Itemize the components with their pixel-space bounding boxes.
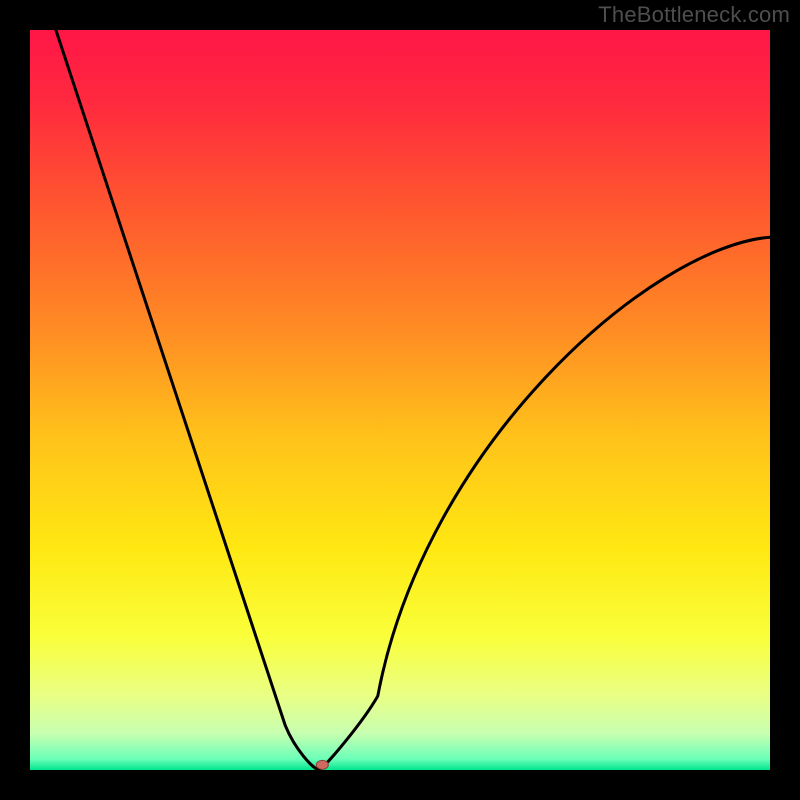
vertex-marker bbox=[316, 760, 328, 769]
watermark-text: TheBottleneck.com bbox=[598, 2, 790, 28]
plot-background-gradient bbox=[30, 30, 770, 770]
chart-stage: TheBottleneck.com bbox=[0, 0, 800, 800]
bottleneck-chart bbox=[0, 0, 800, 800]
